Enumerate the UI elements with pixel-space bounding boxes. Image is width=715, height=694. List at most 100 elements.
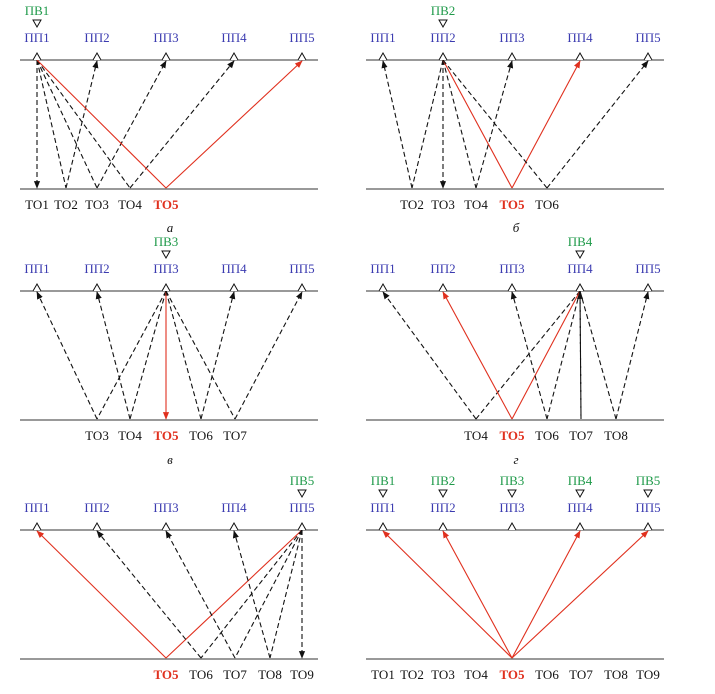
- ray-4-up: [576, 291, 584, 420]
- ray-3-down: [546, 290, 581, 420]
- receiver-marker-icon: [161, 282, 171, 292]
- reflection-point-label-3: ТО3: [85, 197, 109, 212]
- reflection-point-label-3: ТО7: [223, 667, 247, 682]
- reflection-point-label-5: ТО5: [499, 667, 525, 682]
- reflection-point-label-1: ТО5: [153, 667, 179, 682]
- source-label-5: ПВ5: [636, 473, 661, 488]
- reflection-point-label-5: ТО7: [223, 428, 247, 443]
- reflection-point-label-1: ТО1: [371, 667, 395, 682]
- receiver-label-4: ПП4: [567, 30, 593, 45]
- reflection-point-label-1: ТО4: [464, 428, 488, 443]
- receiver-label-2: ПП2: [430, 30, 455, 45]
- receiver-label-2: ПП2: [430, 261, 455, 276]
- receiver-label-4: ПП4: [567, 261, 593, 276]
- ray-5-down: [165, 290, 236, 420]
- receiver-label-4: ПП4: [221, 30, 247, 45]
- receiver-marker-icon: [575, 521, 585, 531]
- receiver-label-3: ПП3: [499, 261, 524, 276]
- receiver-label-3: ПП3: [499, 500, 524, 515]
- receiver-label-1: ПП1: [370, 500, 395, 515]
- receiver-label-4: ПП4: [221, 500, 247, 515]
- receiver-label-5: ПП5: [289, 30, 314, 45]
- ray-5-down: [36, 59, 167, 189]
- reflection-point-label-3: ТО6: [535, 428, 559, 443]
- ray-3-up: [165, 530, 236, 659]
- receiver-label-3: ПП3: [499, 30, 524, 45]
- panel-3: ПП1 ПП2 ПП3 ПП4 ПП5 ПВ3 ТО3 ТО4 ТО5 ТО6 ТО7: [20, 234, 318, 443]
- reflection-point-label-8: ТО8: [604, 667, 628, 682]
- ray-4-down: [36, 59, 131, 189]
- panels-layer: ПП1 ПП2 ПП3 ПП4 ПП5 ПВ1 ТО1 ТО2 ТО3 ТО4 ТО5 а ПП1 ПП2…: [20, 3, 664, 682]
- source-marker-icon: [378, 489, 388, 499]
- reflection-point-label-4: ТО6: [189, 428, 213, 443]
- receiver-label-3: ПП3: [153, 30, 178, 45]
- ray-2-up: [442, 291, 513, 420]
- receiver-marker-icon: [643, 521, 653, 531]
- ray-3-down: [234, 529, 303, 659]
- reflection-point-label-7: ТО7: [569, 667, 593, 682]
- panel-caption-1: а: [167, 220, 174, 235]
- ray-4-up: [200, 291, 236, 420]
- ray-3-up: [96, 60, 167, 189]
- ray-4-up: [129, 60, 235, 189]
- source-marker-icon: [297, 489, 307, 499]
- receiver-marker-icon: [92, 51, 102, 61]
- receiver-marker-icon: [32, 282, 42, 292]
- receiver-label-2: ПП2: [84, 261, 109, 276]
- ray-3-up: [510, 291, 548, 420]
- reflection-point-label-4: ТО4: [464, 667, 488, 682]
- reflection-point-label-4: ТО7: [569, 428, 593, 443]
- reflection-point-label-1: ТО3: [85, 428, 109, 443]
- receiver-label-5: ПП5: [289, 261, 314, 276]
- receiver-marker-icon: [378, 521, 388, 531]
- receiver-label-1: ПП1: [24, 261, 49, 276]
- reflection-point-label-5: ТО5: [153, 197, 179, 212]
- panel-1: ПП1 ПП2 ПП3 ПП4 ПП5 ПВ1 ТО1 ТО2 ТО3 ТО4 ТО5: [20, 3, 318, 212]
- receiver-marker-icon: [438, 282, 448, 292]
- receiver-label-1: ПП1: [370, 30, 395, 45]
- panel-6: ПП1 ПП2 ПП3 ПП4 ПП5 ПВ1 ПВ2 ПВ3 ПВ4 ПВ5 ТО1 ТО2 ТО3 Т…: [366, 473, 664, 682]
- receiver-label-1: ПП1: [24, 500, 49, 515]
- receiver-label-5: ПП5: [635, 261, 660, 276]
- source-marker-icon: [438, 19, 448, 29]
- ray-2-up: [442, 530, 513, 659]
- receiver-label-5: ПП5: [289, 500, 314, 515]
- receiver-marker-icon: [643, 51, 653, 61]
- reflection-point-label-4: ТО4: [118, 197, 142, 212]
- ray-2-up: [96, 530, 202, 659]
- receiver-marker-icon: [297, 51, 307, 61]
- receiver-label-1: ПП1: [24, 30, 49, 45]
- reflection-point-label-1: ТО2: [400, 197, 424, 212]
- receiver-label-2: ПП2: [84, 500, 109, 515]
- panel-caption-4: г: [513, 452, 518, 467]
- panel-4: ПП1 ПП2 ПП3 ПП4 ПП5 ПВ4 ТО4 ТО5 ТО6 ТО7 ТО8: [366, 234, 664, 443]
- ray-3-up: [475, 60, 514, 189]
- source-marker-icon: [438, 489, 448, 499]
- receiver-marker-icon: [32, 51, 42, 61]
- panel-5: ПП1 ПП2 ПП3 ПП4 ПП5 ПВ5 ТО5 ТО6 ТО7 ТО8 ТО9: [20, 473, 318, 682]
- receiver-marker-icon: [32, 521, 42, 531]
- ray-5-up: [234, 291, 303, 420]
- receiver-marker-icon: [507, 521, 517, 531]
- reflection-point-label-5: ТО6: [535, 197, 559, 212]
- ray-4-down: [442, 59, 513, 189]
- reflection-point-label-2: ТО2: [54, 197, 78, 212]
- source-label-1: ПВ2: [431, 3, 456, 18]
- receiver-marker-icon: [438, 521, 448, 531]
- reflection-point-label-2: ТО4: [118, 428, 142, 443]
- reflection-point-label-2: ТО6: [189, 667, 213, 682]
- receiver-marker-icon: [643, 282, 653, 292]
- reflection-point-label-2: ТО2: [400, 667, 424, 682]
- ray-3-down: [442, 59, 477, 189]
- reflection-point-label-4: ТО5: [499, 197, 525, 212]
- source-marker-icon: [575, 250, 585, 260]
- receiver-label-4: ПП4: [221, 261, 247, 276]
- source-label-1: ПВ1: [25, 3, 50, 18]
- receiver-marker-icon: [297, 282, 307, 292]
- ray-2-down: [129, 290, 167, 420]
- ray-1-down: [96, 290, 167, 420]
- receiver-marker-icon: [575, 51, 585, 61]
- receiver-marker-icon: [507, 51, 517, 61]
- source-label-4: ПВ4: [568, 473, 593, 488]
- source-marker-icon: [161, 250, 171, 260]
